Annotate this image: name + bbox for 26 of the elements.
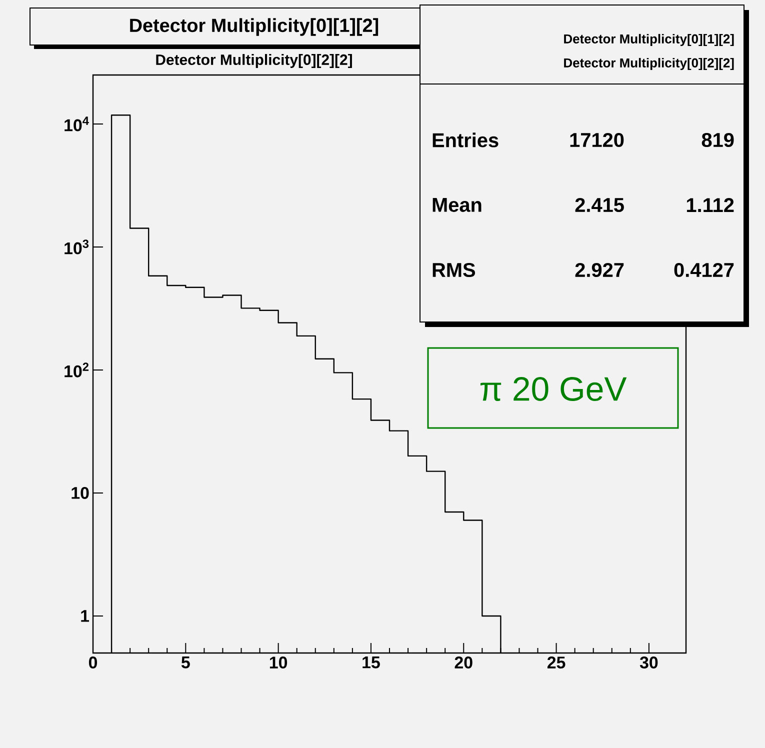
x-tick-label: 15 bbox=[362, 656, 380, 668]
text: 1.112 bbox=[686, 198, 734, 212]
annotation: 17120 bbox=[570, 132, 624, 148]
annotation: RMS bbox=[432, 262, 476, 278]
x-tick-label: 10 bbox=[270, 656, 288, 669]
y-tick-label: 10$^{4}$ bbox=[64, 116, 89, 132]
annotation: Mean bbox=[432, 198, 482, 212]
annotation: 2.415 bbox=[575, 198, 624, 212]
y-tick-label: 1 bbox=[81, 610, 90, 622]
annotation: π 20 GeV bbox=[480, 377, 627, 401]
annotation: Entries bbox=[432, 132, 498, 148]
x-tick-label: 30 bbox=[640, 656, 658, 669]
annotation: 0.4127 bbox=[674, 262, 734, 278]
y-tick-label: 10$^{2}$ bbox=[64, 362, 89, 378]
x-tick-label: 25 bbox=[547, 656, 566, 669]
chart-title: Detector Multiplicity[0][1][2] bbox=[130, 18, 378, 36]
x-tick-label: 20 bbox=[454, 656, 472, 669]
x-tick-label: 5 bbox=[181, 656, 190, 668]
text: Detector Multiplicity[0][2][2] bbox=[156, 54, 352, 68]
x-tick-label: 0 bbox=[88, 656, 98, 669]
annotation: 2.927 bbox=[575, 262, 624, 278]
chart-title: Detector Multiplicity[0][1][2] bbox=[564, 34, 734, 46]
y-tick-label: 10$^{3}$ bbox=[64, 240, 89, 254]
y-tick-label: 10 bbox=[72, 486, 89, 499]
chart-subtitle: Detector Multiplicity[0][2][2] bbox=[564, 58, 734, 70]
text: 819 bbox=[702, 132, 734, 148]
